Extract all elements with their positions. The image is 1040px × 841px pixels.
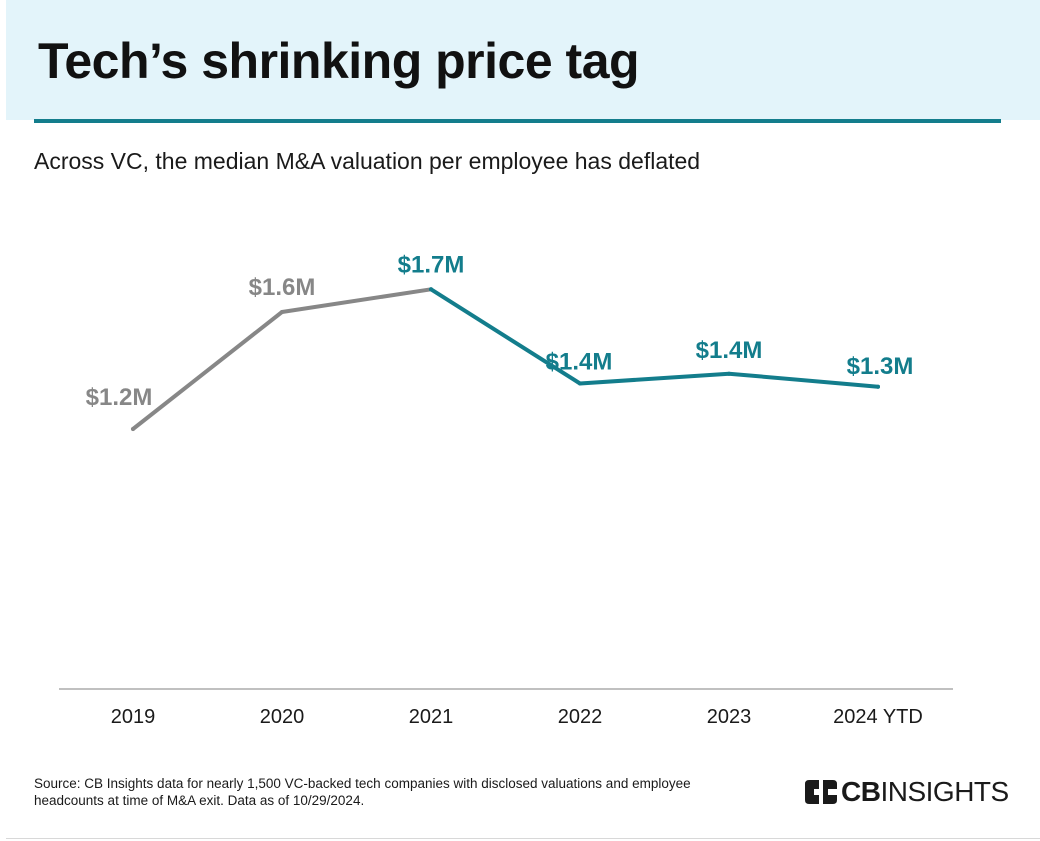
value-label-2019: $1.2M bbox=[86, 384, 153, 411]
title-divider bbox=[34, 119, 1001, 123]
value-label-layer: $1.2M $1.6M $1.7M $1.4M $1.4M $1.3M bbox=[86, 251, 914, 411]
series-line-2 bbox=[429, 287, 880, 389]
cb-insights-logo: CBINSIGHTS bbox=[805, 778, 1009, 806]
data-point-2021 bbox=[429, 287, 433, 292]
logo-wordmark: CBINSIGHTS bbox=[841, 778, 1009, 806]
x-tick-label-2023: 2023 bbox=[707, 706, 752, 728]
x-tick-label-2019: 2019 bbox=[111, 706, 156, 728]
data-point-2023 bbox=[727, 371, 731, 376]
x-tick-label-2024-ytd: 2024 YTD bbox=[833, 706, 923, 728]
cb-logo-mark-icon bbox=[805, 780, 837, 804]
value-label-2021: $1.7M bbox=[398, 251, 465, 278]
header-band bbox=[6, 0, 1040, 120]
value-label-2022: $1.4M bbox=[546, 349, 613, 376]
footer-divider bbox=[6, 838, 1040, 839]
x-tick-label-2022: 2022 bbox=[558, 706, 603, 728]
logo-prefix: CB bbox=[841, 776, 881, 807]
x-tick-label-2020: 2020 bbox=[260, 706, 305, 728]
data-point-2019 bbox=[131, 427, 135, 431]
x-tick-label-2021: 2021 bbox=[409, 706, 454, 728]
logo-suffix: INSIGHTS bbox=[880, 776, 1009, 807]
source-note: Source: CB Insights data for nearly 1,50… bbox=[34, 776, 691, 808]
data-point-2020 bbox=[280, 310, 284, 314]
chart-subtitle: Across VC, the median M&A valuation per … bbox=[34, 148, 701, 174]
x-tick-layer: 2019 2020 2021 2022 2023 2024 YTD bbox=[111, 706, 923, 728]
value-label-2020: $1.6M bbox=[249, 274, 316, 301]
page-title: Tech’s shrinking price tag bbox=[38, 33, 640, 89]
series-layer bbox=[131, 287, 880, 431]
data-point-2024-ytd bbox=[876, 384, 880, 389]
value-label-2023: $1.4M bbox=[696, 337, 763, 364]
data-point-2022 bbox=[578, 381, 582, 386]
value-label-2024-ytd: $1.3M bbox=[847, 353, 914, 380]
